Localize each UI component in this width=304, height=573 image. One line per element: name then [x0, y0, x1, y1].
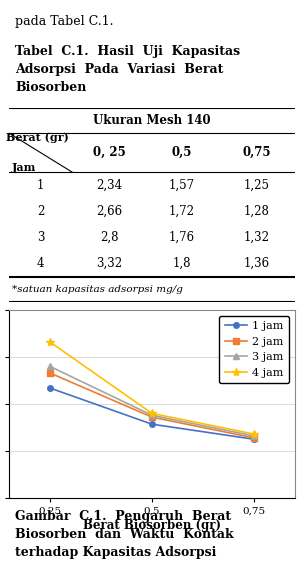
4 jam: [48, 339, 52, 346]
Text: 2,66: 2,66: [96, 205, 122, 218]
Text: 2,8: 2,8: [100, 231, 118, 244]
Text: 1,57: 1,57: [169, 179, 195, 191]
Text: 1,76: 1,76: [169, 231, 195, 244]
Text: Jam: Jam: [12, 162, 36, 173]
Line: 2 jam: 2 jam: [47, 370, 257, 441]
X-axis label: Berat Biosorben (gr): Berat Biosorben (gr): [83, 519, 221, 532]
3 jam: [252, 433, 256, 439]
Text: Ukuran Mesh 140: Ukuran Mesh 140: [93, 114, 211, 127]
Text: 1,25: 1,25: [243, 179, 269, 191]
Text: *satuan kapasitas adsorpsi mg/g: *satuan kapasitas adsorpsi mg/g: [12, 285, 183, 294]
Text: 2: 2: [37, 205, 44, 218]
Text: 1,8: 1,8: [173, 257, 191, 270]
4 jam: [252, 431, 256, 438]
Legend: 1 jam, 2 jam, 3 jam, 4 jam: 1 jam, 2 jam, 3 jam, 4 jam: [219, 316, 289, 383]
Text: Gambar  C.1.  Pengaruh  Berat: Gambar C.1. Pengaruh Berat: [15, 510, 231, 523]
Text: Biosorben: Biosorben: [15, 81, 87, 94]
Line: 1 jam: 1 jam: [47, 385, 257, 442]
3 jam: [48, 363, 52, 370]
Text: 1,28: 1,28: [244, 205, 269, 218]
Text: Adsorpsi  Pada  Variasi  Berat: Adsorpsi Pada Variasi Berat: [15, 63, 223, 76]
1 jam: [252, 436, 256, 443]
Line: 3 jam: 3 jam: [47, 364, 257, 439]
Text: Berat (gr): Berat (gr): [6, 132, 69, 143]
Text: 4: 4: [37, 257, 44, 270]
1 jam: [48, 384, 52, 391]
3 jam: [150, 412, 154, 419]
Text: 1,36: 1,36: [243, 257, 269, 270]
2 jam: [150, 414, 154, 421]
1 jam: [150, 421, 154, 427]
Text: Biosorben  dan  Waktu  Kontak: Biosorben dan Waktu Kontak: [15, 528, 234, 541]
Text: 2,34: 2,34: [96, 179, 122, 191]
Text: 3,32: 3,32: [96, 257, 122, 270]
2 jam: [252, 434, 256, 441]
Text: 0,5: 0,5: [172, 146, 192, 159]
Text: 1,72: 1,72: [169, 205, 195, 218]
4 jam: [150, 410, 154, 417]
Text: Tabel  C.1.  Hasil  Uji  Kapasitas: Tabel C.1. Hasil Uji Kapasitas: [15, 45, 240, 58]
2 jam: [48, 370, 52, 376]
Text: 1: 1: [37, 179, 44, 191]
Text: 3: 3: [37, 231, 44, 244]
Text: terhadap Kapasitas Adsorpsi: terhadap Kapasitas Adsorpsi: [15, 546, 216, 559]
Line: 4 jam: 4 jam: [46, 338, 258, 438]
Text: 1,32: 1,32: [243, 231, 269, 244]
Text: pada Tabel C.1.: pada Tabel C.1.: [15, 15, 114, 28]
Text: 0, 25: 0, 25: [93, 146, 126, 159]
Text: 0,75: 0,75: [242, 146, 271, 159]
